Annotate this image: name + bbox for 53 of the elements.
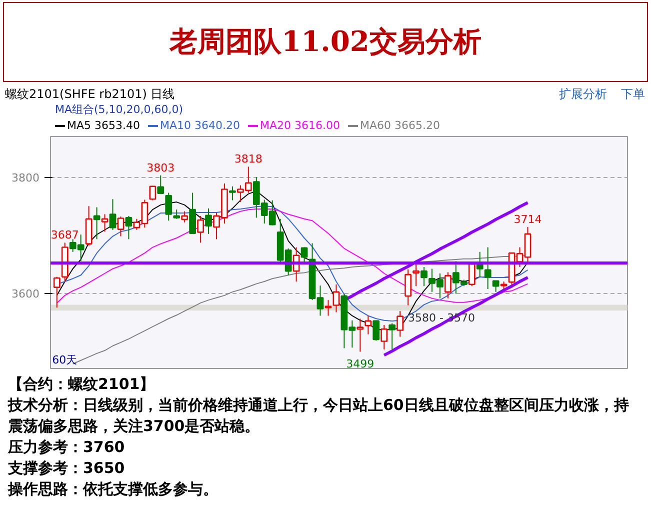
annotation: 3803 <box>146 161 175 174</box>
chart-title: 老周团队11.02交易分析 <box>3 2 648 82</box>
text: 技术分析：日线级别，当前价格维持通道上行，今日站上60日线且破位盘整区间压力收涨，持震荡偏多思路，关注3700是否站稳。 <box>8 395 630 437</box>
annotation: 3818 <box>234 152 262 166</box>
y-tick-label: 3600 <box>12 288 40 301</box>
legend-label: MA10 3640.20 <box>160 118 240 132</box>
candlestick <box>492 280 500 292</box>
annotation: 60天 <box>52 354 78 366</box>
candlestick <box>117 216 124 237</box>
candlestick <box>205 208 212 234</box>
candlestick <box>356 318 364 352</box>
y-tick-label: 3800 <box>12 172 40 185</box>
candlestick <box>149 185 156 201</box>
candlestick <box>420 266 428 287</box>
candlestick <box>173 209 180 220</box>
candlestick <box>396 310 404 338</box>
candlestick <box>229 186 236 201</box>
candlestick <box>189 192 196 234</box>
candlestick <box>324 300 332 316</box>
text: 操作思路：依托支撑低多参与。 <box>8 479 219 500</box>
candlestick <box>372 320 380 342</box>
candlestick <box>364 315 372 335</box>
chart-subtitle: 螺纹2101(SHFE rb2101) 日线 <box>5 86 175 103</box>
candlestick <box>109 198 116 230</box>
candlestick <box>125 215 132 240</box>
candlestick <box>444 272 452 299</box>
candlestick <box>157 174 164 194</box>
legend-label: MA60 3665.20 <box>360 118 440 132</box>
candlestick <box>165 192 172 222</box>
annotation: 3687 <box>50 228 79 242</box>
candlestick <box>181 210 188 223</box>
text: 支撑参考：3650 <box>8 458 126 479</box>
line-series <box>382 276 530 357</box>
legend-title: MA组合(5,10,20,0,60,0) <box>55 102 184 118</box>
candlestick <box>388 322 396 350</box>
candlestick <box>404 268 412 306</box>
candlestick <box>53 276 60 308</box>
legend-label: MA20 3616.00 <box>260 118 340 132</box>
candlestick <box>412 262 420 287</box>
annotation: 3714 <box>514 212 542 226</box>
candlestick <box>332 284 340 313</box>
text: 下单 <box>621 87 645 101</box>
candlestick <box>101 214 108 232</box>
annotation: 3499 <box>346 358 374 371</box>
text: 压力参考：3760 <box>8 437 126 458</box>
candlestick <box>380 324 388 350</box>
candlestick <box>484 246 492 290</box>
text: 扩展分析 <box>559 87 607 101</box>
candlestick <box>93 206 100 240</box>
legend-label: MA5 3653.40 <box>67 118 140 132</box>
candlestick <box>300 246 308 263</box>
candlestick <box>197 215 204 244</box>
text: 【合约：螺纹2101】 <box>8 374 156 395</box>
